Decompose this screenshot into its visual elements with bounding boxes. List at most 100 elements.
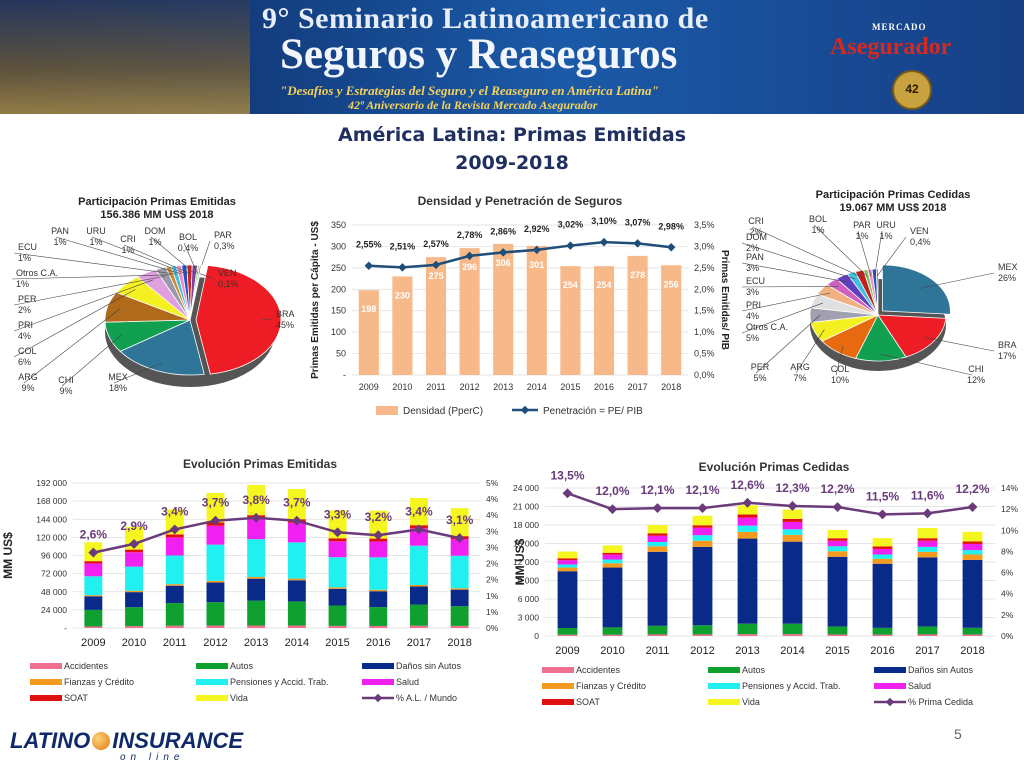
- bar-segment-da-os-sin-autos: [165, 585, 184, 604]
- y-tick-label: 48 000: [41, 587, 67, 597]
- brand-logo-text: Asegurador: [830, 34, 952, 60]
- pie-leader-line: [11, 274, 172, 280]
- y-tick-label: 72 000: [41, 569, 67, 579]
- pie-leader-line: [741, 302, 824, 334]
- bar-value-label: 254: [596, 280, 611, 290]
- y2-tick-label: 8%: [1001, 546, 1014, 556]
- bar-segment-da-os-sin-autos: [125, 592, 144, 608]
- line-point-label: 3,4%: [161, 504, 189, 518]
- pie-leader-line: [150, 236, 195, 274]
- point-label: 2,57%: [423, 239, 449, 249]
- pie-leader-line: [13, 275, 166, 306]
- legend-swatch: [30, 695, 62, 701]
- bar-segment-salud: [409, 528, 428, 546]
- line-point: [697, 503, 708, 514]
- pie-leader-line: [13, 289, 136, 358]
- bar-segment-pensiones-y-accid--trab-: [692, 535, 713, 541]
- bar-segment-soat: [692, 525, 713, 528]
- y2-tick-label: 14%: [1001, 483, 1018, 493]
- bar-segment-da-os-sin-autos: [737, 538, 758, 624]
- bar-segment-vida: [962, 531, 983, 542]
- pie-value-label: 2%: [18, 305, 31, 315]
- y2-tick-label: 2%: [486, 559, 499, 569]
- bar-segment-fianzas-y-cr-dito: [165, 584, 184, 586]
- bar-segment-autos: [84, 609, 103, 627]
- pie-value-label: 7%: [793, 373, 806, 383]
- line-point: [922, 508, 933, 519]
- bar-value-label: 254: [563, 280, 578, 290]
- bar-segment-soat: [782, 518, 803, 522]
- bar-segment-fianzas-y-cr-dito: [450, 588, 469, 590]
- y2-axis-label: Primas Emitidas/ PIB: [719, 250, 730, 350]
- bar-segment-salud: [287, 522, 306, 543]
- bar-segment-accidentes: [369, 625, 388, 628]
- bar-segment-fianzas-y-cr-dito: [125, 590, 144, 593]
- pie-value-label: 3%: [746, 287, 759, 297]
- line-point-label: 3,8%: [242, 493, 270, 507]
- line-point: [210, 515, 221, 526]
- pie-value-label: 26%: [998, 273, 1016, 283]
- bar-value-label: 301: [529, 260, 544, 270]
- bar-segment-soat: [962, 541, 983, 544]
- banner-subtitle2: 42º Aniversario de la Revista Mercado As…: [348, 98, 598, 112]
- line-point: [607, 504, 618, 515]
- pie-value-label: 45%: [276, 320, 294, 330]
- legend-swatch: [362, 679, 394, 685]
- bar-segment-da-os-sin-autos: [369, 591, 388, 608]
- bar-segment-da-os-sin-autos: [450, 589, 469, 607]
- y2-tick-label: 3,5%: [694, 220, 715, 230]
- y2-tick-label: 2,5%: [694, 263, 715, 273]
- pie-label: PRI: [746, 300, 761, 310]
- bar-segment-salud: [125, 552, 144, 567]
- line-point-label: 11,5%: [866, 489, 900, 503]
- logo-ball-icon: [92, 732, 111, 750]
- point-label: 2,92%: [524, 224, 550, 234]
- bar-densidad-2009: [358, 290, 379, 375]
- bar-segment-salud: [827, 540, 848, 547]
- bar-segment-da-os-sin-autos: [827, 556, 848, 627]
- bar-segment-autos: [782, 623, 803, 635]
- pie-value-label: 9%: [59, 386, 72, 396]
- legend-swatch: [196, 679, 228, 685]
- bar-segment-pensiones-y-accid--trab-: [557, 564, 578, 568]
- line-point: [291, 515, 302, 526]
- pie-value-label: 9%: [21, 383, 34, 393]
- y-tick-label: -: [343, 370, 346, 380]
- bar-segment-accidentes: [450, 625, 469, 628]
- point-penetracion: [498, 248, 508, 257]
- legend-swatch: [874, 667, 906, 673]
- legend-swatch: [362, 663, 394, 669]
- bar-segment-pensiones-y-accid--trab-: [827, 546, 848, 552]
- pie-subtitle: 156.386 MM US$ 2018: [100, 209, 213, 221]
- bar-segment-autos: [692, 625, 713, 635]
- pie-label: DOM: [145, 226, 166, 236]
- x-tick-label: 2016: [594, 382, 614, 392]
- pie-leader-line: [880, 353, 973, 376]
- bar-segment-pensiones-y-accid--trab-: [247, 539, 266, 577]
- bar-segment-accidentes: [206, 625, 225, 628]
- bar-segment-fianzas-y-cr-dito: [247, 576, 266, 579]
- bar-segment-fianzas-y-cr-dito: [737, 531, 758, 539]
- bar-segment-soat: [602, 552, 623, 555]
- pie-label: Otros C.A.: [16, 268, 58, 278]
- bar-value-label: 306: [496, 258, 511, 268]
- logo-left: LATINO: [10, 728, 91, 753]
- pie-value-label: 1%: [16, 279, 29, 289]
- pie-value-label: 1%: [811, 225, 824, 235]
- bar-segment-fianzas-y-cr-dito: [557, 567, 578, 572]
- bar-segment-fianzas-y-cr-dito: [827, 551, 848, 557]
- bar-segment-salud: [84, 563, 103, 577]
- bar-densidad-2011: [425, 257, 447, 375]
- chart-densidad-group: Densidad y Penetración de Seguros - 50 100 1…: [310, 194, 730, 417]
- line-point-label: 3,4%: [405, 504, 433, 518]
- pie-label: BRA: [998, 340, 1017, 350]
- x-tick-label: 2015: [325, 637, 349, 649]
- bar-segment-autos: [917, 626, 938, 635]
- y-tick-label: 100: [331, 327, 346, 337]
- x-tick-label: 2013: [244, 637, 268, 649]
- y2-tick-label: 1%: [486, 591, 499, 601]
- page-number: 5: [954, 726, 962, 742]
- x-tick-label: 2015: [825, 645, 849, 657]
- bar-segment-pensiones-y-accid--trab-: [962, 550, 983, 555]
- bar-segment-accidentes: [287, 625, 306, 628]
